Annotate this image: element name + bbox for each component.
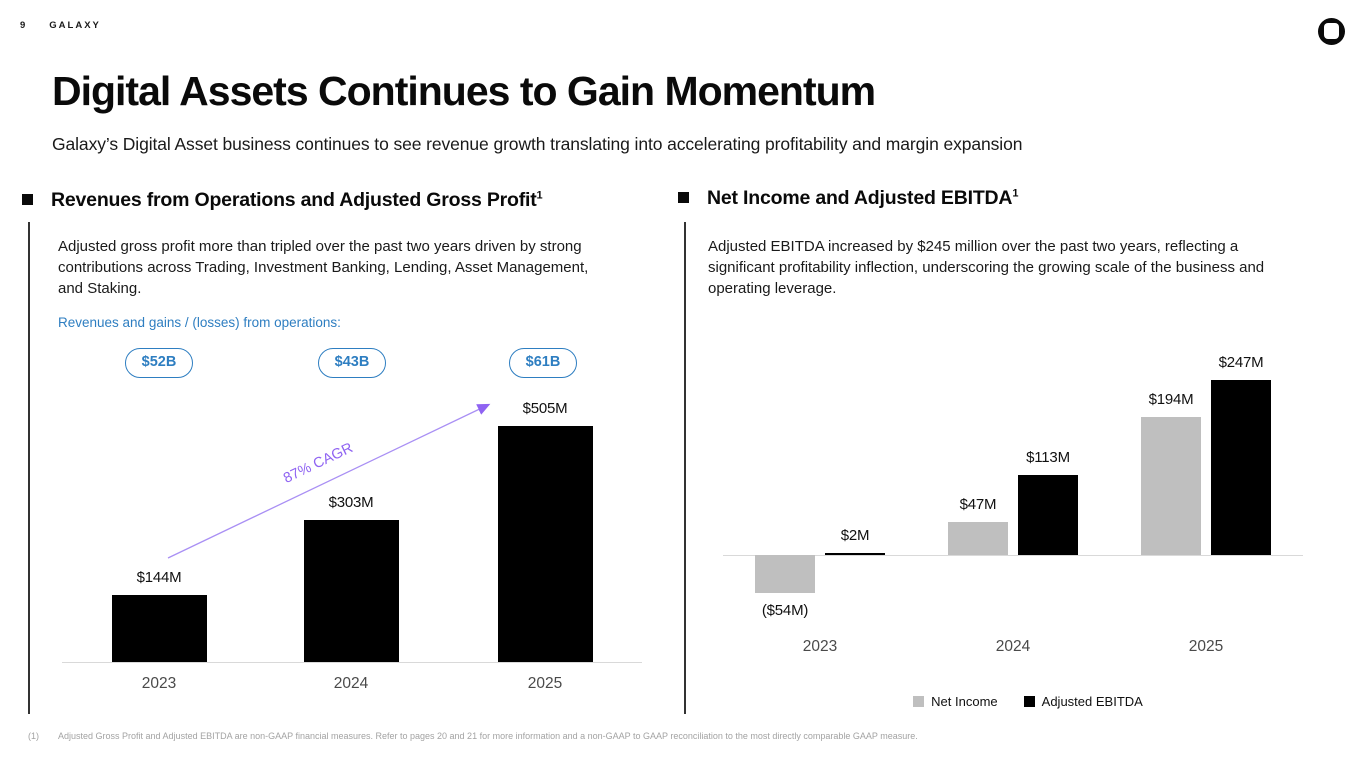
right-section-heading: Net Income and Adjusted EBITDA1 — [707, 187, 1018, 210]
bar-value-label: $47M — [959, 496, 997, 513]
brand-wordmark: GALAXY — [49, 20, 101, 31]
bar-value-label: $505M — [522, 400, 568, 417]
square-bullet-icon — [678, 192, 689, 203]
revenue-pill-2025: $61B — [509, 348, 577, 378]
left-section-rule — [28, 222, 30, 714]
bar-2025-adjusted-ebitda — [1211, 380, 1271, 555]
page-subtitle: Galaxy’s Digital Asset business continue… — [52, 134, 1023, 154]
bar-value-label: $303M — [328, 494, 374, 511]
bar-value-label: $144M — [136, 569, 182, 586]
bar-value-label: $2M — [840, 527, 870, 544]
revenue-pill-2024: $43B — [318, 348, 386, 378]
x-axis-line — [62, 662, 642, 663]
x-axis-line — [723, 555, 1303, 556]
axis-label-2025: 2025 — [1188, 638, 1224, 655]
right-section-body: Adjusted EBITDA increased by $245 millio… — [708, 238, 1265, 297]
bar-2023-net-income — [755, 555, 815, 593]
bar-2025-net-income — [1141, 417, 1201, 555]
bar-2023-adjusted-ebitda — [825, 553, 885, 555]
left-section-heading: Revenues from Operations and Adjusted Gr… — [51, 189, 543, 212]
axis-label-2023: 2023 — [802, 638, 838, 655]
bar-value-label: $113M — [1026, 449, 1070, 466]
page-header: 9 GALAXY — [20, 20, 101, 31]
bar-2025-revenue — [497, 426, 593, 662]
axis-label-2025: 2025 — [527, 675, 563, 692]
legend-label: Net Income — [931, 694, 998, 709]
left-section-body: Adjusted gross profit more than tripled … — [58, 238, 589, 297]
axis-label-2024: 2024 — [333, 675, 369, 692]
bar-value-label: ($54M) — [761, 602, 809, 619]
cagr-label: 87% CAGR — [281, 440, 356, 487]
bar-2024-adjusted-ebitda — [1018, 475, 1078, 555]
bar-2024-net-income — [948, 522, 1008, 555]
bar-2023-revenue — [111, 595, 207, 662]
left-section-heading-text: Revenues from Operations and Adjusted Gr… — [51, 189, 537, 211]
footnote: (1) Adjusted Gross Profit and Adjusted E… — [28, 731, 1278, 741]
legend-item-adjusted-ebitda: Adjusted EBITDA — [1023, 694, 1143, 709]
ebitda-chart: Net Income Adjusted EBITDA ($54M) $2M 2023… — [723, 350, 1303, 725]
bar-value-label: $194M — [1148, 391, 1194, 408]
footnote-marker: (1) — [28, 731, 39, 741]
net-income-swatch-icon — [913, 696, 925, 707]
galaxy-logo-square — [1324, 23, 1339, 39]
revenue-operations-label: Revenues and gains / (losses) from opera… — [58, 315, 341, 330]
page-title: Digital Assets Continues to Gain Momentu… — [52, 68, 876, 114]
legend-item-net-income: Net Income — [913, 694, 998, 709]
footnote-text: Adjusted Gross Profit and Adjusted EBITD… — [58, 731, 918, 741]
bar-value-label: $247M — [1218, 354, 1264, 371]
square-bullet-icon — [22, 194, 33, 205]
bar-2024-revenue — [303, 520, 399, 662]
right-section-header: Net Income and Adjusted EBITDA1 — [678, 187, 1318, 210]
galaxy-logo-icon — [1318, 18, 1345, 45]
revenue-chart: $52B $43B $61B 87% CAGR $144M 2023 $303M 20… — [62, 345, 642, 720]
adjusted-ebitda-swatch-icon — [1023, 696, 1035, 707]
legend-label: Adjusted EBITDA — [1041, 694, 1143, 709]
left-heading-footnote-ref: 1 — [536, 189, 543, 202]
right-section-rule — [684, 222, 686, 714]
page-number: 9 — [20, 20, 28, 31]
left-section-header: Revenues from Operations and Adjusted Gr… — [22, 189, 662, 212]
revenue-pill-2023: $52B — [125, 348, 193, 378]
right-section-heading-text: Net Income and Adjusted EBITDA — [707, 187, 1013, 209]
axis-label-2023: 2023 — [141, 675, 177, 692]
axis-label-2024: 2024 — [995, 638, 1031, 655]
chart-legend: Net Income Adjusted EBITDA — [723, 694, 1303, 709]
right-heading-footnote-ref: 1 — [1012, 187, 1019, 200]
